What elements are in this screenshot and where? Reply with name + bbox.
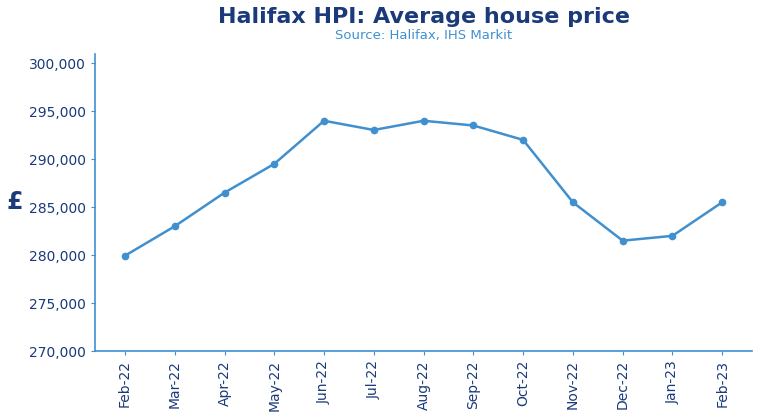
Text: Source: Halifax, IHS Markit: Source: Halifax, IHS Markit (335, 28, 512, 42)
Y-axis label: £: £ (7, 190, 24, 214)
Title: Halifax HPI: Average house price: Halifax HPI: Average house price (218, 7, 629, 27)
